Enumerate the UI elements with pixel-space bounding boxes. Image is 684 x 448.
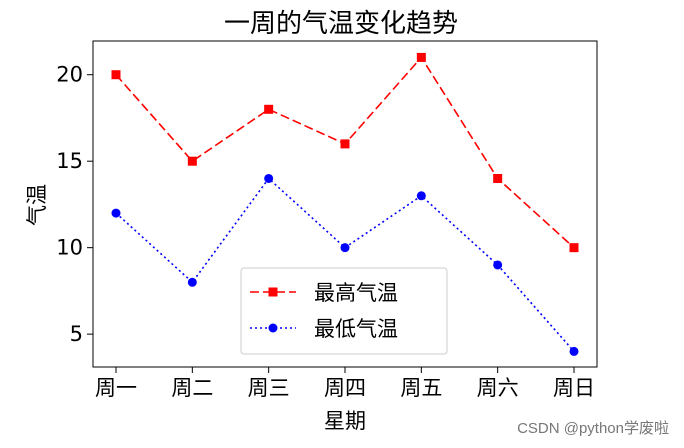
data-point-circle (264, 173, 274, 183)
x-tick-label: 周一 (95, 376, 137, 400)
data-point-square (187, 156, 197, 166)
data-point-square (111, 70, 121, 80)
y-tick-label: 15 (56, 149, 83, 173)
legend-label: 最低气温 (314, 317, 398, 341)
x-tick-label: 周三 (248, 376, 290, 400)
legend-marker-circle (268, 323, 278, 333)
chart-title: 一周的气温变化趋势 (224, 9, 458, 39)
data-point-circle (187, 277, 197, 287)
y-tick-label: 5 (70, 322, 83, 346)
data-point-circle (416, 191, 426, 201)
series-line-1 (115, 56, 575, 249)
data-point-square (340, 139, 350, 149)
data-point-circle (493, 260, 503, 270)
data-point-circle (340, 243, 350, 253)
x-axis: 周一 周二 周三 周四 周五 周六 周日 (95, 367, 595, 400)
data-point-square (493, 173, 503, 183)
data-point-square (416, 52, 426, 62)
x-tick-label: 周日 (553, 376, 595, 400)
legend-label: 最高气温 (314, 281, 398, 305)
data-point-square (264, 104, 274, 114)
series-layer (111, 52, 579, 356)
data-point-square (569, 243, 579, 253)
data-point-circle (569, 346, 579, 356)
x-axis-label: 星期 (324, 409, 366, 433)
y-axis-label: 气温 (25, 184, 49, 226)
watermark-text: CSDN @python学废啦 (517, 420, 669, 437)
y-tick-label: 10 (56, 236, 83, 260)
x-tick-label: 周二 (171, 376, 213, 400)
legend-box (240, 267, 448, 355)
y-tick-label: 20 (56, 63, 83, 87)
legend-marker-square (268, 287, 278, 297)
x-tick-label: 周四 (324, 376, 366, 400)
x-tick-label: 周六 (477, 376, 519, 400)
y-axis: 5 10 15 20 (56, 63, 93, 346)
x-tick-label: 周五 (400, 376, 442, 400)
data-point-circle (111, 208, 121, 218)
